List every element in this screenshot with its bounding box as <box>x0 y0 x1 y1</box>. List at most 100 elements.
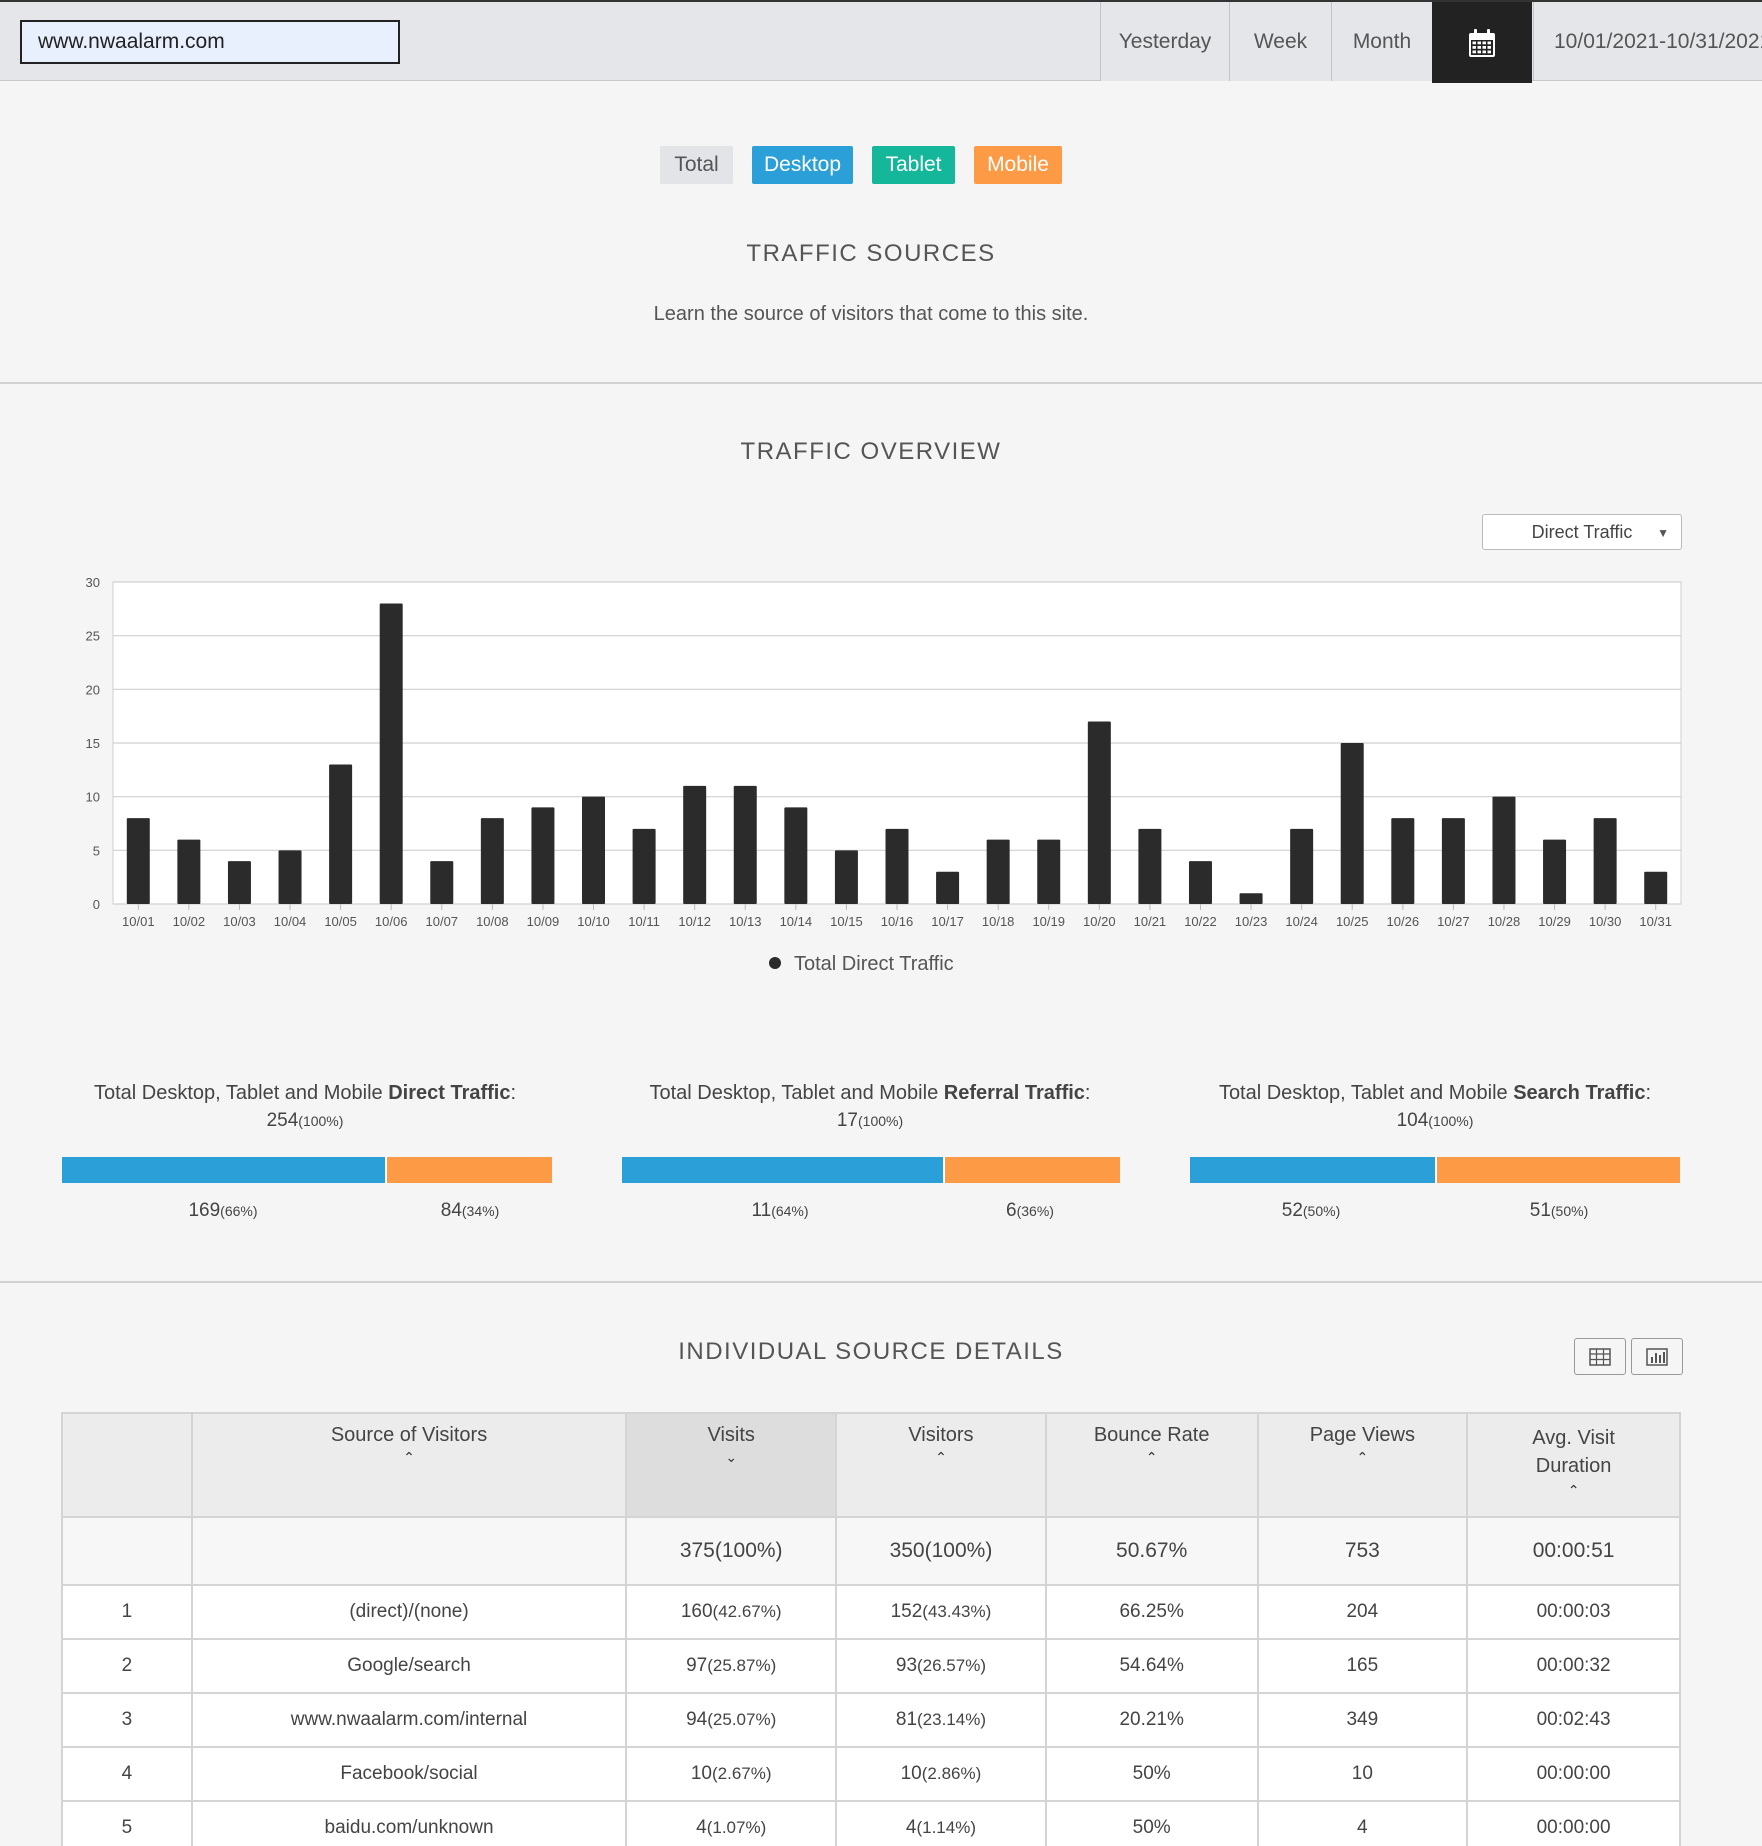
x-tick-label: 10/12 <box>678 914 711 929</box>
legend-label[interactable]: Total Direct Traffic <box>794 953 954 975</box>
row-visits: 4(1.07%) <box>625 1800 838 1846</box>
device-desktop-button[interactable]: Desktop <box>752 146 853 184</box>
chart-bar[interactable] <box>329 764 353 904</box>
table-row[interactable]: 1 (direct)/(none) 160(42.67%) 152(43.43%) 66… <box>61 1584 1681 1640</box>
row-duration: 00:00:00 <box>1466 1746 1681 1802</box>
chart-bar[interactable] <box>1492 796 1516 904</box>
direct-mobile-value: 84(34%) <box>440 1200 500 1221</box>
header-visitors[interactable]: Visitors ⌃ <box>835 1412 1047 1518</box>
traffic-sources-title: TRAFFIC SOURCES <box>746 240 996 267</box>
row-visitors: 4(1.14%) <box>835 1800 1047 1846</box>
y-tick-label: 20 <box>86 682 100 697</box>
calendar-button[interactable] <box>1432 2 1532 83</box>
row-rank: 5 <box>61 1800 193 1846</box>
chevron-down-icon: ▼ <box>1657 526 1669 540</box>
chart-bar[interactable] <box>1593 818 1617 904</box>
chart-bar[interactable] <box>733 785 757 904</box>
chart-bar[interactable] <box>936 871 960 904</box>
row-visitors: 81(23.14%) <box>835 1692 1047 1748</box>
referral-mobile-segment <box>942 1157 1120 1183</box>
chart-bar[interactable] <box>177 839 201 904</box>
row-visitors: 152(43.43%) <box>835 1584 1047 1640</box>
device-total-button[interactable]: Total <box>660 146 733 184</box>
row-visitors: 10(2.86%) <box>835 1746 1047 1802</box>
traffic-bar-chart: 0 5 10 15 20 25 30 10/01 10/02 10/03 10/04 10/05 10/… <box>86 575 1682 975</box>
chart-bar[interactable] <box>632 828 656 904</box>
chart-view-button[interactable] <box>1631 1338 1683 1375</box>
traffic-type-select-value: Direct Traffic <box>1531 521 1633 542</box>
chart-bar[interactable] <box>885 828 909 904</box>
header-avg-duration[interactable]: Avg. Visit Duration ⌃ <box>1466 1412 1681 1518</box>
chart-bar[interactable] <box>531 807 555 904</box>
referral-split-bar <box>622 1157 1120 1183</box>
x-tick-label: 10/02 <box>173 914 206 929</box>
x-tick-label: 10/28 <box>1488 914 1521 929</box>
chart-bar[interactable] <box>1644 871 1668 904</box>
calendar-icon <box>1469 28 1495 57</box>
table-row[interactable]: 2 Google/search 97(25.87%) 93(26.57%) 54.64%… <box>61 1638 1681 1694</box>
row-visits: 94(25.07%) <box>625 1692 838 1748</box>
chart-bar[interactable] <box>1239 893 1263 904</box>
table-row[interactable]: 3 www.nwaalarm.com/internal 94(25.07%) 81(2… <box>61 1692 1681 1748</box>
referral-summary-total: 17(100%) <box>836 1110 904 1131</box>
x-tick-label: 10/16 <box>881 914 914 929</box>
header-rank <box>61 1412 193 1518</box>
traffic-type-select[interactable]: Direct Traffic ▼ <box>1482 514 1682 550</box>
y-tick-label: 10 <box>86 790 100 805</box>
chart-bar[interactable] <box>683 785 707 904</box>
row-pageviews: 10 <box>1256 1746 1469 1802</box>
chart-bar[interactable] <box>1391 818 1415 904</box>
chart-bar[interactable] <box>582 796 606 904</box>
device-tablet-button[interactable]: Tablet <box>872 146 955 184</box>
range-month-button[interactable]: Month <box>1331 2 1432 81</box>
search-split-bar <box>1190 1157 1680 1183</box>
chart-bar[interactable] <box>1037 839 1061 904</box>
source-details-title: INDIVIDUAL SOURCE DETAILS <box>678 1338 1064 1365</box>
x-tick-label: 10/17 <box>931 914 964 929</box>
range-yesterday-button[interactable]: Yesterday <box>1100 2 1229 81</box>
header-visits[interactable]: Visits ⌄ <box>625 1412 838 1518</box>
chart-bar[interactable] <box>1290 828 1314 904</box>
totals-pageviews: 753 <box>1256 1516 1469 1586</box>
x-tick-label: 10/18 <box>982 914 1015 929</box>
row-bounce: 54.64% <box>1044 1638 1259 1694</box>
chart-bar[interactable] <box>430 861 454 904</box>
chart-bar[interactable] <box>1138 828 1162 904</box>
site-url-input[interactable] <box>20 20 400 64</box>
row-duration: 00:00:32 <box>1466 1638 1681 1694</box>
chart-bar[interactable] <box>1441 818 1465 904</box>
x-tick-label: 10/24 <box>1285 914 1318 929</box>
referral-desktop-segment <box>622 1157 943 1183</box>
chart-bar[interactable] <box>278 850 302 904</box>
range-week-button[interactable]: Week <box>1229 2 1331 81</box>
chart-view-icon <box>1646 1347 1668 1366</box>
chart-bar[interactable] <box>834 850 858 904</box>
table-row[interactable]: 4 Facebook/social 10(2.67%) 10(2.86%) 50% 10 0… <box>61 1746 1681 1802</box>
sort-up-icon: ⌃ <box>1356 1449 1369 1465</box>
chart-bar[interactable] <box>986 839 1010 904</box>
chart-bar[interactable] <box>379 603 403 904</box>
chart-bar[interactable] <box>1340 743 1364 904</box>
device-mobile-button[interactable]: Mobile <box>974 146 1062 184</box>
x-tick-label: 10/08 <box>476 914 509 929</box>
direct-summary-title: Total Desktop, Tablet and Mobile Direct … <box>93 1082 517 1104</box>
date-range-display[interactable]: 10/01/2021-10/31/2021 <box>1533 2 1762 81</box>
chart-bar[interactable] <box>480 818 504 904</box>
totals-duration: 00:00:51 <box>1466 1516 1681 1586</box>
header-page-views[interactable]: Page Views ⌃ <box>1256 1412 1469 1518</box>
row-duration: 00:00:03 <box>1466 1584 1681 1640</box>
header-bounce-rate[interactable]: Bounce Rate ⌃ <box>1044 1412 1259 1518</box>
search-mobile-segment <box>1435 1157 1680 1183</box>
chart-bar[interactable] <box>227 861 251 904</box>
row-visits: 97(25.87%) <box>625 1638 838 1694</box>
chart-bar[interactable] <box>1188 861 1212 904</box>
row-source: baidu.com/unknown <box>190 1800 628 1846</box>
header-source[interactable]: Source of Visitors ⌃ <box>190 1412 628 1518</box>
table-view-button[interactable] <box>1574 1338 1626 1375</box>
chart-bar[interactable] <box>1543 839 1567 904</box>
traffic-overview-title: TRAFFIC OVERVIEW <box>740 438 1002 465</box>
chart-bar[interactable] <box>126 818 150 904</box>
chart-bar[interactable] <box>784 807 808 904</box>
table-row[interactable]: 5 baidu.com/unknown 4(1.07%) 4(1.14%) 50% 4 00… <box>61 1800 1681 1846</box>
chart-bar[interactable] <box>1087 721 1111 904</box>
